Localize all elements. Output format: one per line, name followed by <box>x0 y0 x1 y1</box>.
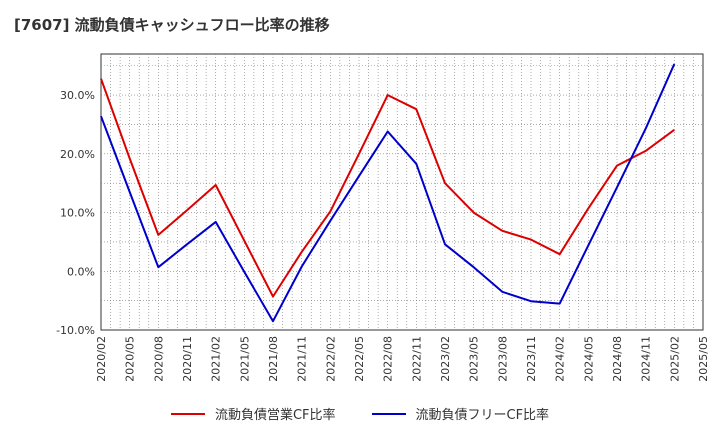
y-axis-ticks: -10.0% 0.0% 10.0% 20.0% 30.0% <box>56 89 95 337</box>
x-tick-label: 2022/08 <box>382 336 395 382</box>
x-tick-label: 2020/11 <box>181 336 194 382</box>
x-tick-label: 2020/08 <box>152 336 165 382</box>
legend-label-free-cf: 流動負債フリーCF比率 <box>415 408 550 423</box>
x-tick-label: 2021/08 <box>267 336 280 382</box>
x-tick-label: 2021/11 <box>296 336 309 382</box>
x-tick-label: 2023/08 <box>496 336 509 382</box>
x-tick-label: 2024/02 <box>554 336 567 382</box>
x-tick-label: 2023/02 <box>439 336 452 382</box>
series-line-operating-cf <box>100 78 675 298</box>
series-lines <box>100 63 676 323</box>
x-tick-label: 2020/05 <box>124 336 137 382</box>
x-tick-label: 2025/05 <box>697 336 710 382</box>
x-tick-label: 2022/05 <box>353 336 366 382</box>
legend-label-operating-cf: 流動負債営業CF比率 <box>214 408 336 423</box>
x-tick-label: 2022/11 <box>410 336 423 382</box>
chart-title: [7607] 流動負債キャッシュフロー比率の推移 <box>14 16 330 34</box>
grid <box>101 54 703 330</box>
x-tick-label: 2020/02 <box>95 336 108 382</box>
legend-item-operating-cf: 流動負債営業CF比率 <box>170 404 336 423</box>
x-tick-label: 2024/05 <box>582 336 595 382</box>
x-axis-ticks: 2020/02 2020/05 2020/08 2020/11 2021/02 2021/… <box>95 336 710 382</box>
legend-swatch-free-cf <box>371 412 406 415</box>
x-tick-label: 2021/02 <box>210 336 223 382</box>
series-line-free-cf <box>100 63 676 323</box>
x-tick-label: 2024/08 <box>611 336 624 382</box>
x-tick-label: 2025/02 <box>668 336 681 382</box>
x-tick-label: 2023/11 <box>525 336 538 382</box>
x-tick-label: 2021/05 <box>238 336 251 382</box>
legend-item-free-cf: 流動負債フリーCF比率 <box>371 404 550 423</box>
y-tick-label: 10.0% <box>60 207 95 220</box>
x-tick-label: 2022/02 <box>324 336 337 382</box>
y-tick-label: 20.0% <box>60 148 95 161</box>
y-tick-label: 0.0% <box>67 265 95 278</box>
legend: 流動負債営業CF比率 流動負債フリーCF比率 <box>0 404 720 423</box>
plot-area <box>100 53 704 331</box>
x-tick-label: 2024/11 <box>640 336 653 382</box>
y-tick-label: -10.0% <box>56 324 95 337</box>
y-tick-label: 30.0% <box>60 89 95 102</box>
x-tick-label: 2023/05 <box>468 336 481 382</box>
legend-swatch-operating-cf <box>170 412 205 415</box>
